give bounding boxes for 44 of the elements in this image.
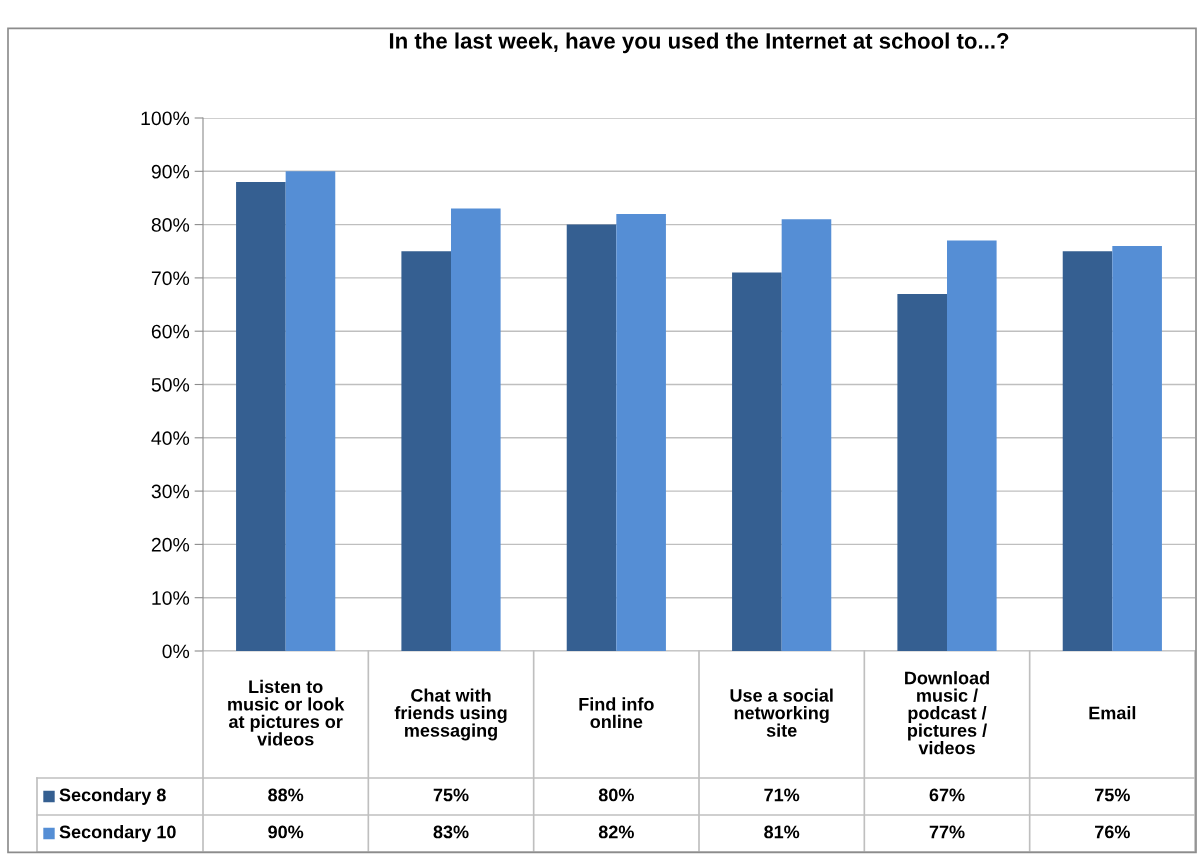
y-tick-label: 50%	[151, 377, 190, 392]
bar	[947, 240, 997, 651]
data-label: 76%	[1095, 825, 1130, 839]
x-tick-label: Find info online	[579, 697, 654, 729]
bar	[732, 272, 782, 651]
bar	[451, 208, 501, 651]
bar	[401, 251, 451, 651]
y-tick-label: 80%	[151, 218, 190, 232]
bar	[897, 293, 947, 651]
data-label: 77%	[929, 825, 965, 839]
data-label: 90%	[268, 825, 304, 839]
bar	[781, 219, 832, 651]
data-label: 88%	[268, 788, 304, 802]
x-tick-label: Email	[1089, 706, 1136, 720]
y-tick-label: 100%	[141, 111, 190, 126]
x-tick-label: Use a social networking site	[730, 688, 833, 737]
data-label: 82%	[598, 825, 634, 839]
data-label: 83%	[433, 825, 469, 839]
data-label: 71%	[764, 788, 800, 802]
y-tick-label: 60%	[151, 324, 190, 339]
legend-label: Secondary 10	[59, 825, 176, 842]
x-tick-label: Download music / podcast / pictures / videos	[905, 671, 989, 755]
y-tick-label: 0%	[162, 644, 190, 659]
chart-title: In the last week, have you used the Internet at school to...?	[389, 32, 1009, 54]
bar	[1112, 245, 1162, 651]
data-label: 75%	[433, 788, 469, 802]
data-label: 67%	[929, 788, 965, 802]
x-tick-label: Chat with friends using messaging	[394, 688, 507, 741]
legend-label: Secondary 8	[59, 788, 166, 805]
data-label: 80%	[598, 788, 634, 802]
y-tick-label: 30%	[151, 484, 190, 499]
y-tick-label: 70%	[151, 271, 190, 286]
bar	[1062, 251, 1113, 651]
data-label: 75%	[1095, 788, 1130, 802]
y-tick-label: 90%	[151, 164, 190, 179]
y-tick-label: 10%	[152, 591, 190, 605]
bar	[616, 213, 666, 651]
y-tick-label: 40%	[151, 431, 190, 446]
bar	[236, 181, 286, 651]
bar	[285, 171, 336, 651]
data-label: 81%	[764, 825, 800, 839]
x-tick-label: Listen to music or look at pictures or videos	[228, 679, 345, 746]
y-tick-label: 20%	[151, 537, 190, 552]
bar	[566, 224, 617, 651]
